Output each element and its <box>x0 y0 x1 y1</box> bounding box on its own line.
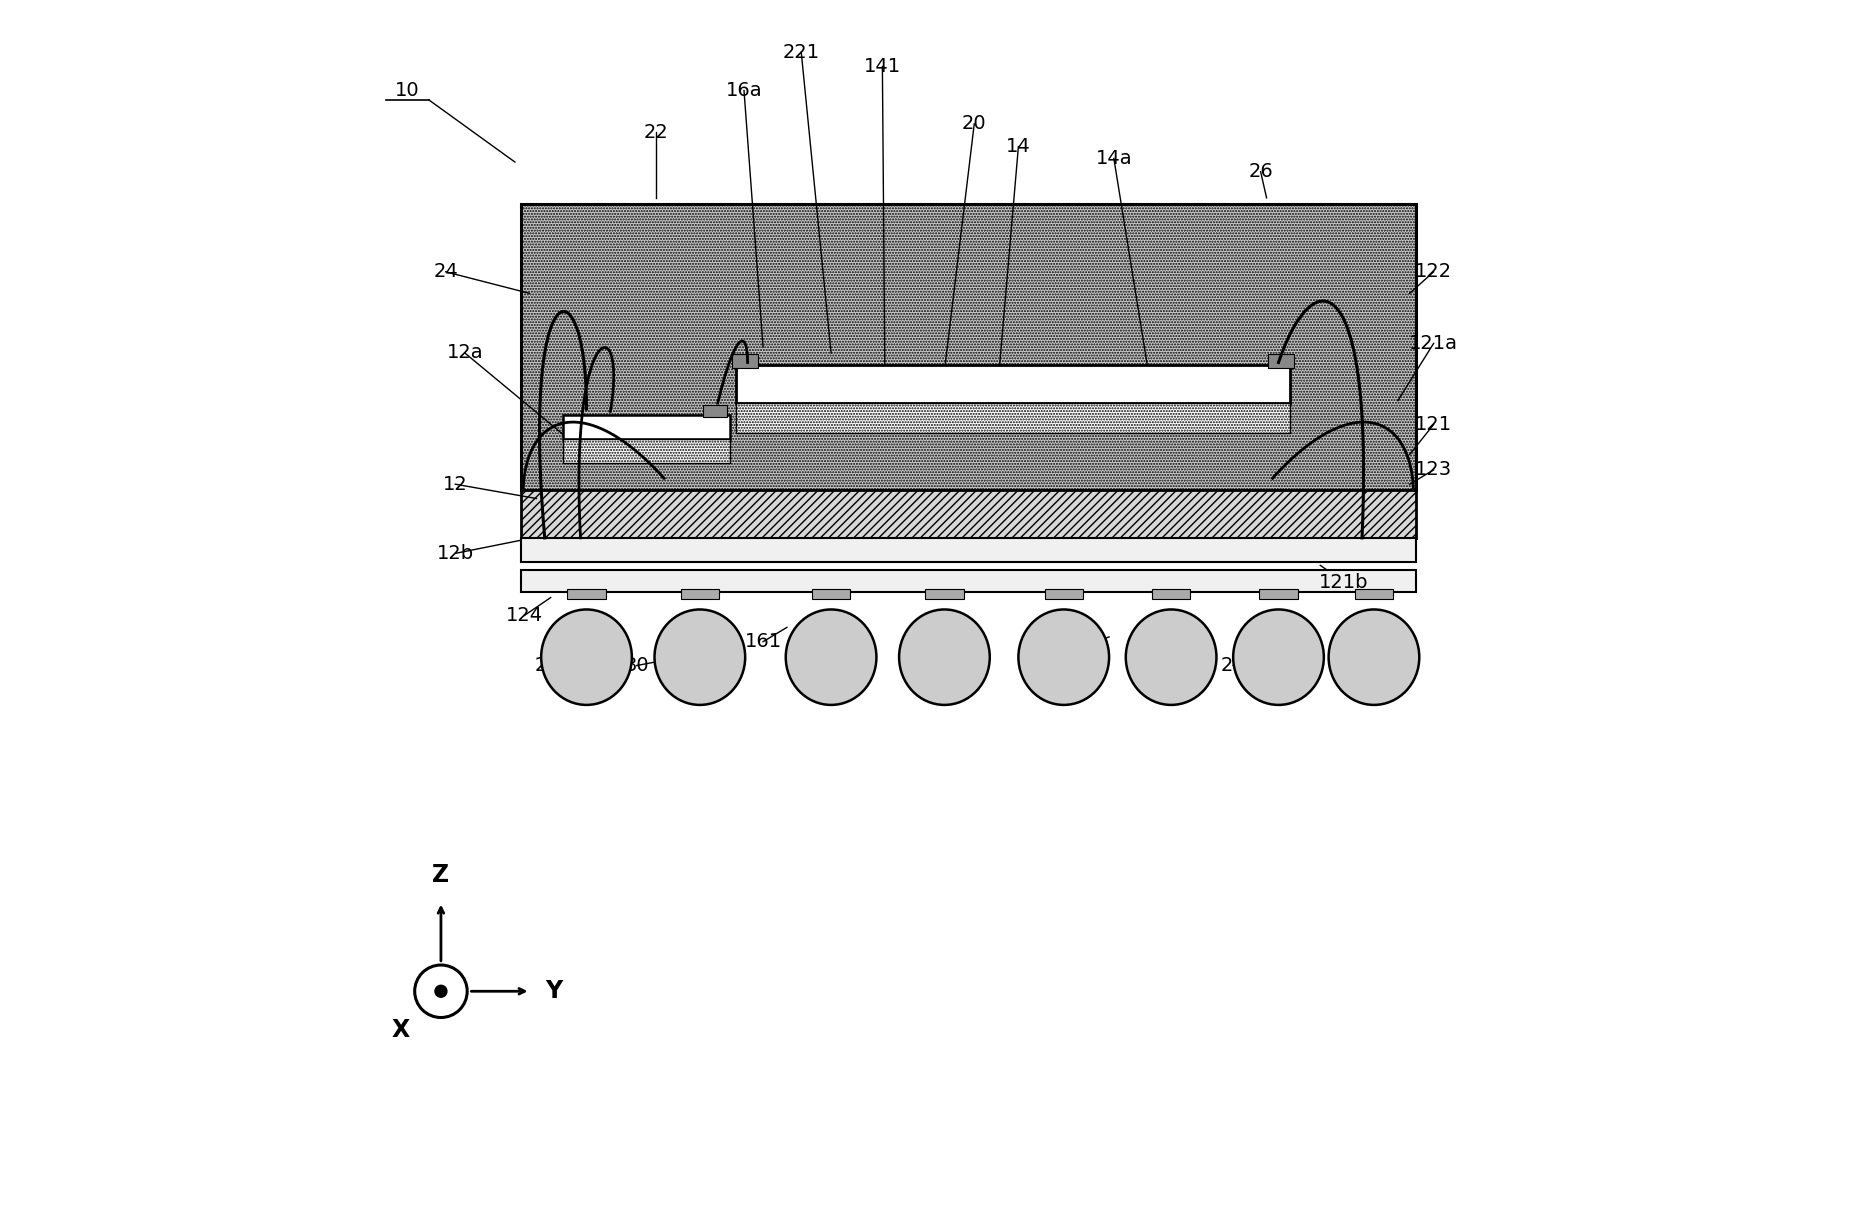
Ellipse shape <box>1327 610 1419 705</box>
Text: 221: 221 <box>783 42 820 62</box>
Text: 125: 125 <box>578 628 615 647</box>
Text: 14a: 14a <box>1094 148 1131 168</box>
Text: 121a: 121a <box>1409 334 1458 352</box>
Bar <box>1044 589 1083 599</box>
Text: 24: 24 <box>432 262 459 281</box>
Ellipse shape <box>541 610 632 705</box>
Text: 161: 161 <box>744 632 781 652</box>
Bar <box>1258 589 1297 599</box>
Circle shape <box>434 985 447 997</box>
Bar <box>563 439 729 462</box>
Ellipse shape <box>1126 610 1215 705</box>
Text: 18: 18 <box>898 657 923 675</box>
Text: 16: 16 <box>1064 640 1090 658</box>
Bar <box>563 415 729 439</box>
Text: 16a: 16a <box>725 81 762 100</box>
Text: 122: 122 <box>1415 262 1452 281</box>
Bar <box>925 589 964 599</box>
Text: X: X <box>391 1018 410 1042</box>
Text: Y: Y <box>544 979 561 1003</box>
Bar <box>520 490 1415 538</box>
Text: 14: 14 <box>1005 138 1031 156</box>
Text: 12b: 12b <box>436 544 473 562</box>
Ellipse shape <box>785 610 876 705</box>
Bar <box>734 365 1290 403</box>
Ellipse shape <box>654 610 746 705</box>
Text: 10: 10 <box>395 81 419 100</box>
Bar <box>520 570 1415 591</box>
Bar <box>520 204 1415 490</box>
Text: 123: 123 <box>1415 460 1452 479</box>
Text: 22: 22 <box>643 123 667 141</box>
Bar <box>680 589 718 599</box>
Text: 12a: 12a <box>445 344 483 362</box>
Text: 121b: 121b <box>1318 572 1368 591</box>
Text: 241: 241 <box>535 657 572 675</box>
Bar <box>567 589 606 599</box>
Text: 126: 126 <box>1281 640 1318 658</box>
Bar <box>1353 589 1392 599</box>
Text: 12: 12 <box>442 474 468 494</box>
Bar <box>1152 589 1189 599</box>
Ellipse shape <box>1018 610 1109 705</box>
Text: 28: 28 <box>1221 657 1245 675</box>
Ellipse shape <box>898 610 990 705</box>
Bar <box>811 589 850 599</box>
Bar <box>1268 354 1294 368</box>
Bar <box>703 406 727 418</box>
Text: 26: 26 <box>1247 162 1273 181</box>
Text: Z: Z <box>432 863 449 887</box>
Ellipse shape <box>1232 610 1323 705</box>
Bar <box>734 403 1290 433</box>
Text: 30: 30 <box>624 657 649 675</box>
Text: 20: 20 <box>962 115 986 133</box>
Text: 141: 141 <box>863 57 900 76</box>
Bar <box>733 354 759 368</box>
Text: 124: 124 <box>505 606 542 625</box>
Bar <box>520 538 1415 561</box>
Text: 121: 121 <box>1415 415 1452 435</box>
